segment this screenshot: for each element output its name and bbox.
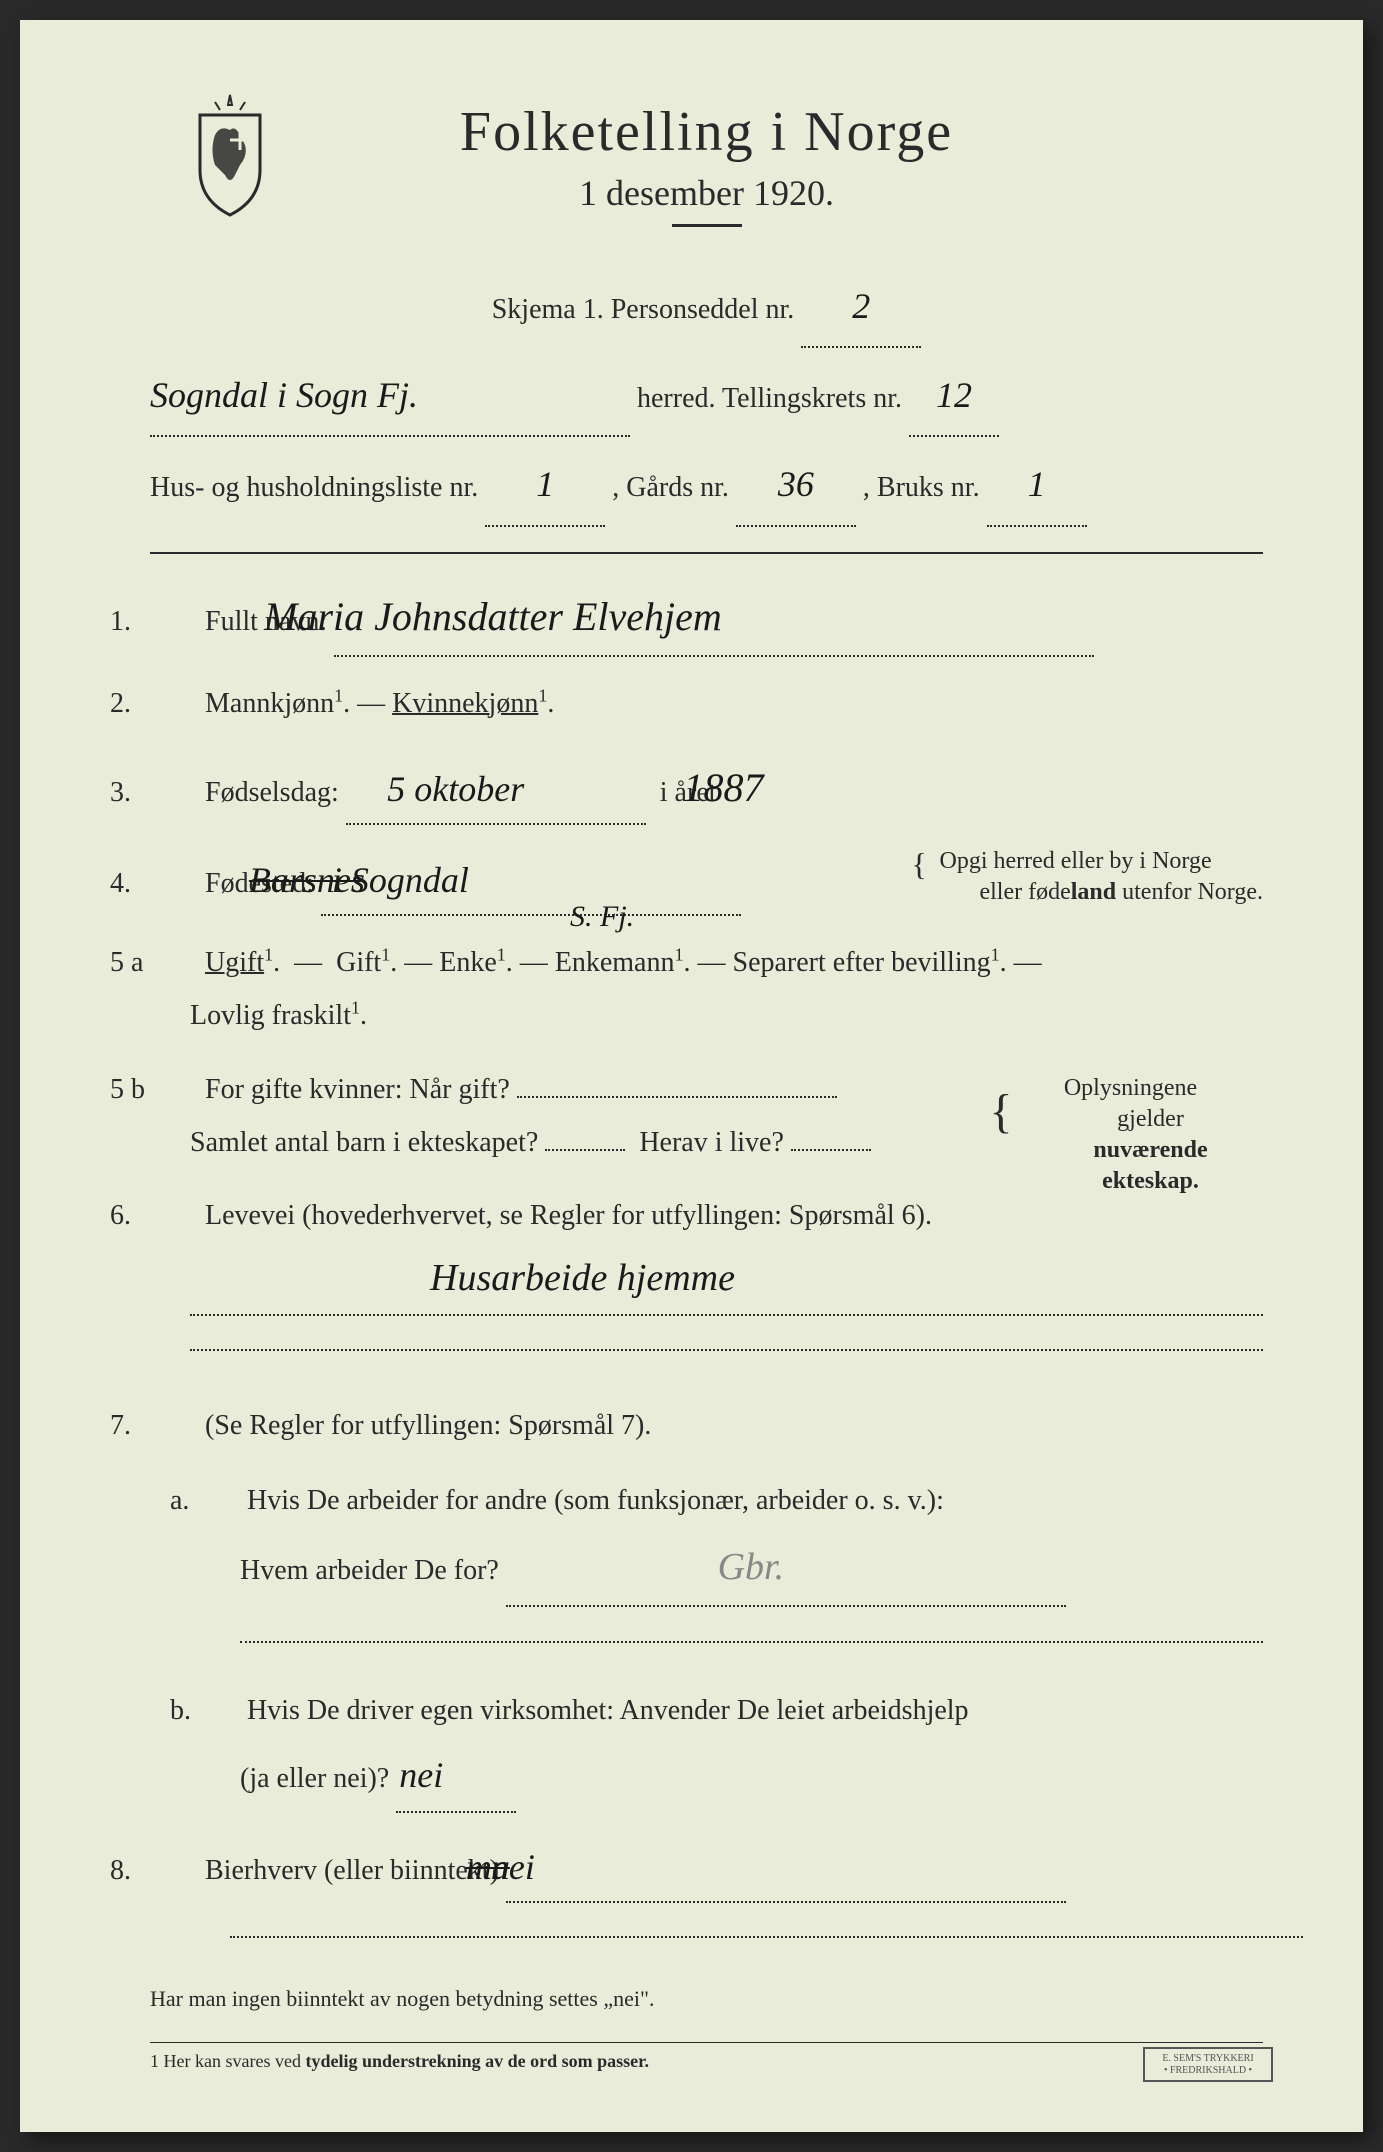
q5b-note-l1: Oplysningene <box>1064 1075 1197 1101</box>
skjema-line: Skjema 1. Personseddel nr. 2 <box>150 267 1263 348</box>
q4-note-l1: Opgi herred eller by i Norge <box>939 848 1211 874</box>
q5a-separert: Separert efter bevilling <box>733 947 991 978</box>
hus-line: Hus- og husholdningsliste nr. 1 , Gårds … <box>150 445 1263 526</box>
q7b-l1: Hvis De driver egen virksomhet: Anvender… <box>247 1695 969 1726</box>
coat-of-arms-icon <box>180 90 280 220</box>
personseddel-nr-value: 2 <box>852 267 870 346</box>
footnote-instructions: 1 Her kan svares ved tydelig understrekn… <box>150 2042 1263 2072</box>
q6: 6. Levevei (hovederhvervet, se Regler fo… <box>150 1189 1263 1370</box>
q2: 2. Mannkjønn1. — Kvinnekjønn1. <box>150 677 1263 730</box>
q5b-l2a: Samlet antal barn i ekteskapet? <box>190 1127 538 1158</box>
q7a-l1: Hvis De arbeider for andre (som funksjon… <box>247 1485 944 1516</box>
footnote-nei: Har man ingen biinntekt av nogen betydni… <box>150 1986 1263 2012</box>
census-form-page: Folketelling i Norge 1 desember 1920. Sk… <box>20 20 1363 2132</box>
footnote2-bold: tydelig understrekning av de ord som pas… <box>305 2051 649 2071</box>
herred-label: herred. Tellingskrets nr. <box>637 383 902 414</box>
printer-stamp: E. SEM'S TRYKKERI• FREDRIKSHALD • <box>1143 2047 1273 2082</box>
hus-label: Hus- og husholdningsliste nr. <box>150 472 478 503</box>
q4: 4. Fødested: Barsnes i Sogndal S. Fj. { … <box>150 846 1263 916</box>
q3-label: Fødselsdag: <box>205 777 339 808</box>
q5b-l1: For gifte kvinner: Når gift? <box>205 1074 510 1105</box>
q5b-l2b: Herav i live? <box>639 1127 784 1158</box>
q5a-enkemann: Enkemann <box>555 947 675 978</box>
skjema-label: Skjema 1. Personseddel nr. <box>492 294 795 325</box>
q7a: a. Hvis De arbeider for andre (som funks… <box>150 1473 1263 1663</box>
q5a: 5 a Ugift1. — Gift1. — Enke1. — Enkemann… <box>150 936 1263 1042</box>
q7b-l2: (ja eller nei)? <box>240 1763 389 1794</box>
gards-label: , Gårds nr. <box>612 472 729 503</box>
hus-nr-value: 1 <box>536 445 554 524</box>
q8-label: Bierhverv (eller biinntekt) <box>205 1855 499 1886</box>
q4-note: { Opgi herred eller by i Norge eller fød… <box>969 846 1263 908</box>
q5a-gift: Gift <box>336 947 381 978</box>
q5b: 5 b For gifte kvinner: Når gift? Samlet … <box>150 1063 1263 1169</box>
q3-day-value: 5 oktober <box>421 755 531 823</box>
q7b: b. Hvis De driver egen virksomhet: Anven… <box>150 1683 1263 1813</box>
q5b-note: { Oplysningene gjelder nuværende ekteska… <box>1043 1073 1243 1198</box>
q6-label: Levevei (hovederhvervet, se Regler for u… <box>205 1200 932 1231</box>
q5a-ugift: Ugift <box>205 947 264 978</box>
bruks-label: , Bruks nr. <box>863 472 980 503</box>
divider-1 <box>150 552 1263 554</box>
q8-value: nei <box>531 1833 535 1901</box>
q8: 8. Bierhverv (eller biinntekt) ma nei <box>150 1833 1263 1957</box>
q7: 7. (Se Regler for utfyllingen: Spørsmål … <box>150 1399 1263 1452</box>
q2-opt-b-selected: Kvinnekjønn <box>392 688 538 719</box>
stamp-text: E. SEM'S TRYKKERI <box>1162 2053 1253 2064</box>
q1-value: Maria Johnsdatter Elvehjem <box>304 579 722 655</box>
herred-value: Sogndal i Sogn Fj. <box>150 356 418 435</box>
q3-year-value: 1887 <box>724 750 764 826</box>
bruks-nr-value: 1 <box>1028 445 1046 524</box>
q5a-fraskilt: Lovlig fraskilt <box>190 1000 351 1031</box>
q7a-l2: Hvem arbeider De for? <box>240 1555 499 1586</box>
q7-label: (Se Regler for utfyllingen: Spørsmål 7). <box>205 1410 651 1441</box>
form-date: 1 desember 1920. <box>150 172 1263 214</box>
tellingskrets-value: 12 <box>936 356 972 435</box>
footnote2-prefix: 1 Her kan svares ved <box>150 2051 305 2071</box>
gards-nr-value: 36 <box>778 445 814 524</box>
form-header: Folketelling i Norge 1 desember 1920. <box>150 100 1263 227</box>
q7b-value: nei <box>434 1739 443 1811</box>
q2-opt-a: Mannkjønn <box>205 688 334 719</box>
herred-line: Sogndal i Sogn Fj. herred. Tellingskrets… <box>150 356 1263 437</box>
form-title: Folketelling i Norge <box>150 100 1263 164</box>
q7a-value: Gbr. <box>753 1529 785 1605</box>
q5a-enke: Enke <box>439 947 497 978</box>
header-divider <box>672 224 742 227</box>
q1: 1. Fullt navn: Maria Johnsdatter Elvehje… <box>150 579 1263 657</box>
q3: 3. Fødselsdag: 5 oktober i året 1887 <box>150 750 1263 826</box>
q6-value: Husarbeide hjemme <box>310 1242 735 1314</box>
q4-value: i Sogndal <box>372 846 490 914</box>
